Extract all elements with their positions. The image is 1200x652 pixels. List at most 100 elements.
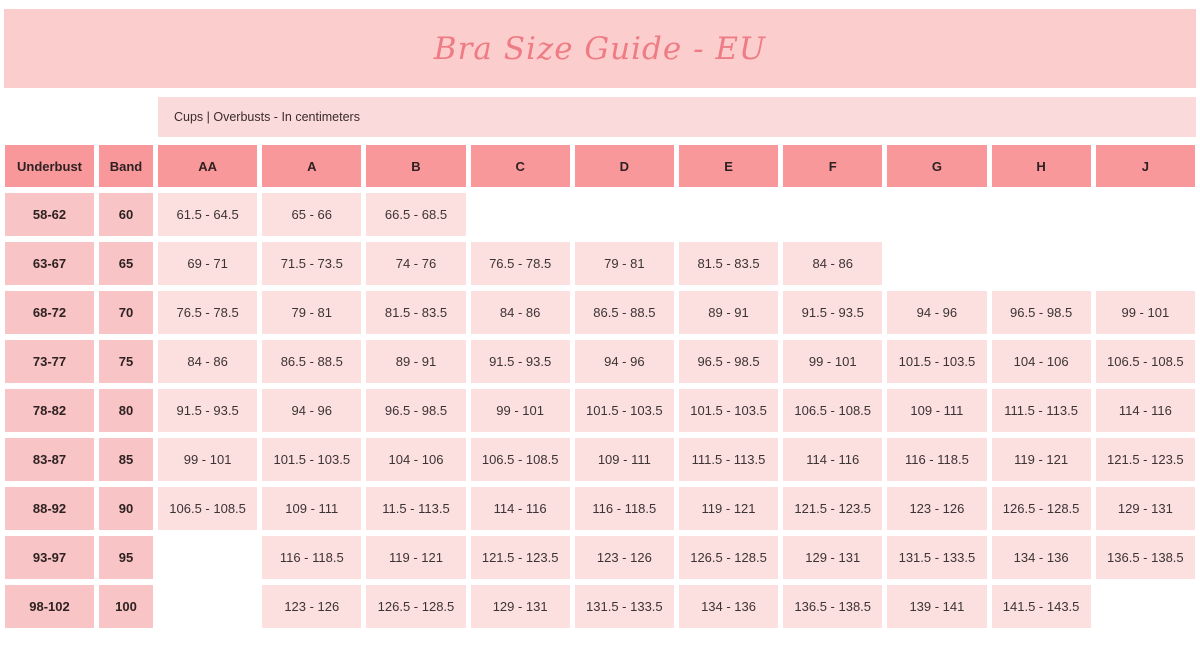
col-header-e: E: [678, 145, 779, 187]
size-guide-page: Bra Size Guide - EU Cups | Overbusts - I…: [0, 9, 1200, 652]
size-range-cell: 131.5 - 133.5: [887, 536, 987, 579]
table-row: 98-102 100 123 - 126 126.5 - 128.5 129 - 131…: [5, 585, 1195, 628]
bra-size-table: Underbust Band AA A B C D E F G H J 58-62 60 61.5 - 6…: [0, 139, 1200, 634]
size-range-cell: 11.5 - 113.5: [366, 487, 466, 530]
empty-cell: [992, 193, 1091, 236]
size-range-cell: 106.5 - 108.5: [783, 389, 883, 432]
col-header-j: J: [1095, 145, 1195, 187]
size-range-cell: 139 - 141: [887, 585, 987, 628]
size-range-cell: 121.5 - 123.5: [470, 536, 570, 579]
table-row: 93-97 95 116 - 118.5 119 - 121 121.5 - 123.5…: [5, 536, 1195, 579]
size-range-cell: 91.5 - 93.5: [470, 340, 570, 383]
size-range-cell: 81.5 - 83.5: [366, 291, 466, 334]
size-range-cell: 74 - 76: [366, 242, 466, 285]
empty-cell: [992, 242, 1091, 285]
size-range-cell: 99 - 101: [1095, 291, 1195, 334]
size-range-cell: 129 - 131: [783, 536, 883, 579]
size-range-cell: 116 - 118.5: [574, 487, 674, 530]
table-row: 68-72 70 76.5 - 78.5 79 - 81 81.5 - 83.5 84 -…: [5, 291, 1195, 334]
table-row: 63-67 65 69 - 71 71.5 - 73.5 74 - 76 76.5 - 7…: [5, 242, 1195, 285]
empty-cell: [887, 242, 986, 285]
size-range-cell: 109 - 111: [574, 438, 674, 481]
underbust-cell: 88-92: [5, 487, 94, 530]
size-range-cell: 114 - 116: [470, 487, 570, 530]
col-header-g: G: [887, 145, 987, 187]
table-row: 58-62 60 61.5 - 64.5 65 - 66 66.5 - 68.5: [5, 193, 1195, 236]
size-range-cell: 123 - 126: [574, 536, 674, 579]
size-range-cell: 106.5 - 108.5: [470, 438, 570, 481]
size-range-cell: 106.5 - 108.5: [1095, 340, 1195, 383]
band-cell: 60: [99, 193, 153, 236]
table-header-row: Underbust Band AA A B C D E F G H J: [5, 145, 1195, 187]
size-range-cell: 121.5 - 123.5: [783, 487, 883, 530]
col-header-b: B: [366, 145, 466, 187]
empty-cell: [1096, 242, 1195, 285]
size-range-cell: 101.5 - 103.5: [887, 340, 987, 383]
empty-cell: [1096, 193, 1195, 236]
col-header-band: Band: [99, 145, 153, 187]
size-range-cell: 116 - 118.5: [262, 536, 362, 579]
size-range-cell: 101.5 - 103.5: [262, 438, 362, 481]
size-range-cell: 119 - 121: [678, 487, 779, 530]
size-range-cell: 126.5 - 128.5: [366, 585, 466, 628]
size-range-cell: 91.5 - 93.5: [158, 389, 258, 432]
size-range-cell: 84 - 86: [783, 242, 883, 285]
size-range-cell: 79 - 81: [574, 242, 674, 285]
band-cell: 75: [99, 340, 153, 383]
size-range-cell: 99 - 101: [470, 389, 570, 432]
band-cell: 80: [99, 389, 153, 432]
size-range-cell: 89 - 91: [678, 291, 779, 334]
size-range-cell: 89 - 91: [366, 340, 466, 383]
size-range-cell: 94 - 96: [887, 291, 987, 334]
size-range-cell: 104 - 106: [366, 438, 466, 481]
size-range-cell: 123 - 126: [887, 487, 987, 530]
underbust-cell: 93-97: [5, 536, 94, 579]
size-range-cell: 69 - 71: [158, 242, 258, 285]
size-range-cell: 116 - 118.5: [887, 438, 987, 481]
page-title: Bra Size Guide - EU: [433, 30, 767, 67]
col-header-d: D: [574, 145, 674, 187]
underbust-cell: 58-62: [5, 193, 94, 236]
col-header-c: C: [470, 145, 570, 187]
empty-cell: [887, 193, 986, 236]
size-range-cell: 99 - 101: [158, 438, 258, 481]
size-range-cell: 129 - 131: [1095, 487, 1195, 530]
empty-cell: [158, 536, 257, 579]
size-range-cell: 96.5 - 98.5: [678, 340, 779, 383]
band-cell: 95: [99, 536, 153, 579]
size-range-cell: 104 - 106: [991, 340, 1091, 383]
band-cell: 100: [99, 585, 153, 628]
empty-cell: [783, 193, 882, 236]
size-range-cell: 101.5 - 103.5: [574, 389, 674, 432]
title-banner: Bra Size Guide - EU: [4, 9, 1196, 88]
size-range-cell: 86.5 - 88.5: [262, 340, 362, 383]
underbust-cell: 63-67: [5, 242, 94, 285]
band-cell: 85: [99, 438, 153, 481]
size-range-cell: 111.5 - 113.5: [991, 389, 1091, 432]
size-range-cell: 99 - 101: [783, 340, 883, 383]
size-range-cell: 91.5 - 93.5: [783, 291, 883, 334]
size-range-cell: 66.5 - 68.5: [366, 193, 466, 236]
size-range-cell: 76.5 - 78.5: [470, 242, 570, 285]
size-range-cell: 76.5 - 78.5: [158, 291, 258, 334]
col-header-f: F: [783, 145, 883, 187]
empty-cell: [1096, 585, 1195, 628]
size-range-cell: 84 - 86: [158, 340, 258, 383]
size-range-cell: 111.5 - 113.5: [678, 438, 779, 481]
empty-cell: [575, 193, 674, 236]
band-cell: 65: [99, 242, 153, 285]
size-range-cell: 71.5 - 73.5: [262, 242, 362, 285]
underbust-cell: 83-87: [5, 438, 94, 481]
size-range-cell: 123 - 126: [262, 585, 362, 628]
units-subheader-label: Cups | Overbusts - In centimeters: [174, 110, 360, 124]
table-row: 78-82 80 91.5 - 93.5 94 - 96 96.5 - 98.5 99 -…: [5, 389, 1195, 432]
size-range-cell: 109 - 111: [262, 487, 362, 530]
size-range-cell: 134 - 136: [678, 585, 779, 628]
underbust-cell: 68-72: [5, 291, 94, 334]
size-range-cell: 136.5 - 138.5: [783, 585, 883, 628]
size-range-cell: 126.5 - 128.5: [991, 487, 1091, 530]
size-range-cell: 61.5 - 64.5: [158, 193, 258, 236]
table-row: 83-87 85 99 - 101 101.5 - 103.5 104 - 106 106…: [5, 438, 1195, 481]
table-row: 88-92 90 106.5 - 108.5 109 - 111 11.5 - 113.…: [5, 487, 1195, 530]
band-cell: 90: [99, 487, 153, 530]
